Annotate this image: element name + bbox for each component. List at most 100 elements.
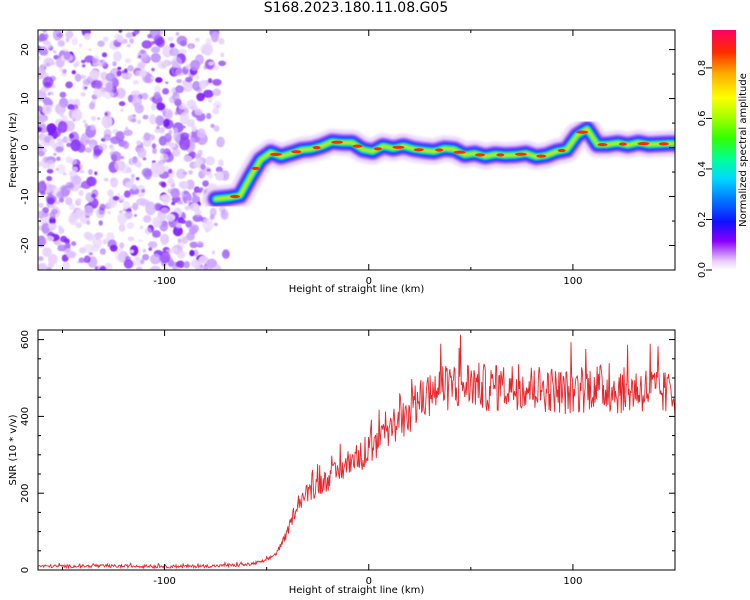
spectrogram-y-tick-label: -20 [20, 237, 31, 253]
trace-peak-spot [435, 148, 444, 152]
noise-blob [46, 168, 54, 174]
colorbar-tick-label: 0.4 [697, 161, 708, 177]
noise-blob [214, 64, 220, 71]
noise-blob [173, 127, 178, 134]
noise-blob [141, 40, 152, 49]
noise-blob [95, 80, 103, 90]
noise-blob [101, 52, 108, 58]
snr-frame [37, 329, 676, 571]
noise-blob [76, 198, 82, 202]
noise-blob [185, 220, 192, 228]
noise-blob [128, 72, 133, 79]
noise-blob [57, 40, 65, 47]
trace-peak-spot [392, 145, 405, 149]
noise-blob [165, 108, 170, 112]
noise-blob [38, 55, 42, 60]
trace-peak-spot [514, 152, 527, 156]
trace-peak-spot [312, 146, 321, 150]
snr-x-axis-label: Height of straight line (km) [289, 585, 425, 596]
noise-blob [152, 147, 157, 154]
noise-blob [150, 103, 157, 111]
noise-blob [82, 64, 86, 68]
noise-blob [129, 38, 134, 44]
noise-blob [118, 30, 123, 33]
noise-blob [176, 250, 186, 259]
noise-blob [194, 37, 201, 42]
noise-blob [190, 259, 201, 268]
colorbar-label: Normalized spectral amplitude [738, 73, 749, 227]
noise-blob [98, 143, 108, 151]
noise-blob [99, 203, 106, 211]
noise-blob [149, 30, 161, 40]
noise-blob [191, 125, 197, 132]
noise-blob [75, 209, 84, 218]
noise-blob [176, 168, 187, 179]
noise-blob [155, 115, 164, 126]
noise-blob [123, 259, 134, 269]
trace-peak-spot [597, 143, 608, 147]
noise-blob [71, 241, 77, 246]
noise-blob [71, 70, 76, 75]
snr-series-line [38, 334, 675, 570]
noise-blob [122, 200, 130, 210]
noise-blob [112, 61, 117, 67]
noise-blob [49, 216, 56, 225]
noise-blob [139, 69, 147, 78]
noise-blob [52, 50, 57, 54]
noise-blob [211, 250, 215, 255]
noise-blob [62, 261, 71, 270]
snr-panel: -100 0 100 0 200 400 600 Height of straight li… [8, 329, 676, 596]
noise-blob [142, 157, 147, 161]
trace-peak-spot [453, 150, 466, 154]
noise-blob [65, 137, 71, 141]
noise-blob [126, 167, 132, 174]
noise-blob [213, 222, 218, 227]
noise-blob [136, 140, 142, 146]
spectrogram-y-axis-label: Frequency (Hz) [8, 112, 19, 188]
noise-blob [144, 73, 154, 84]
noise-blob [184, 64, 191, 70]
colorbar-gradient [712, 30, 736, 270]
noise-blob [171, 246, 178, 254]
noise-blob [39, 48, 49, 56]
noise-blob [103, 36, 109, 42]
noise-blob [143, 132, 151, 141]
noise-blob [192, 214, 203, 222]
noise-blob [97, 40, 105, 47]
noise-blob [38, 161, 42, 168]
noise-blob [159, 153, 169, 161]
noise-blob [80, 92, 86, 97]
noise-blob [43, 57, 55, 67]
noise-blob [90, 124, 96, 131]
noise-blob [165, 81, 169, 84]
noise-blob [150, 114, 155, 118]
spectrogram-y-tick-label: 20 [20, 43, 31, 56]
noise-blob [109, 244, 118, 252]
noise-blob [154, 38, 165, 45]
noise-blob [151, 41, 155, 45]
noise-blob [163, 59, 171, 66]
noise-blob [198, 88, 202, 93]
noise-blob [38, 202, 44, 208]
noise-blob [117, 66, 122, 70]
noise-blob [117, 212, 128, 225]
noise-blob [174, 111, 178, 115]
noise-blob [169, 142, 176, 149]
noise-blob [112, 195, 120, 201]
noise-blob [92, 236, 102, 249]
noise-blob [132, 96, 142, 108]
noise-blob [194, 153, 202, 160]
noise-blob [160, 148, 165, 155]
noise-blob [38, 98, 43, 102]
noise-blob [107, 211, 112, 215]
noise-blob [119, 242, 125, 249]
noise-blob [44, 42, 53, 49]
noise-blob [178, 181, 189, 189]
noise-blob [202, 180, 209, 187]
noise-blob [93, 149, 102, 157]
noise-blob [188, 170, 193, 175]
noise-blob [183, 155, 192, 163]
colorbar: 0.0 0.2 0.4 0.6 0.8 Normalized spectral ampl… [697, 30, 749, 278]
noise-blob [44, 33, 49, 39]
noise-blob [195, 188, 199, 192]
